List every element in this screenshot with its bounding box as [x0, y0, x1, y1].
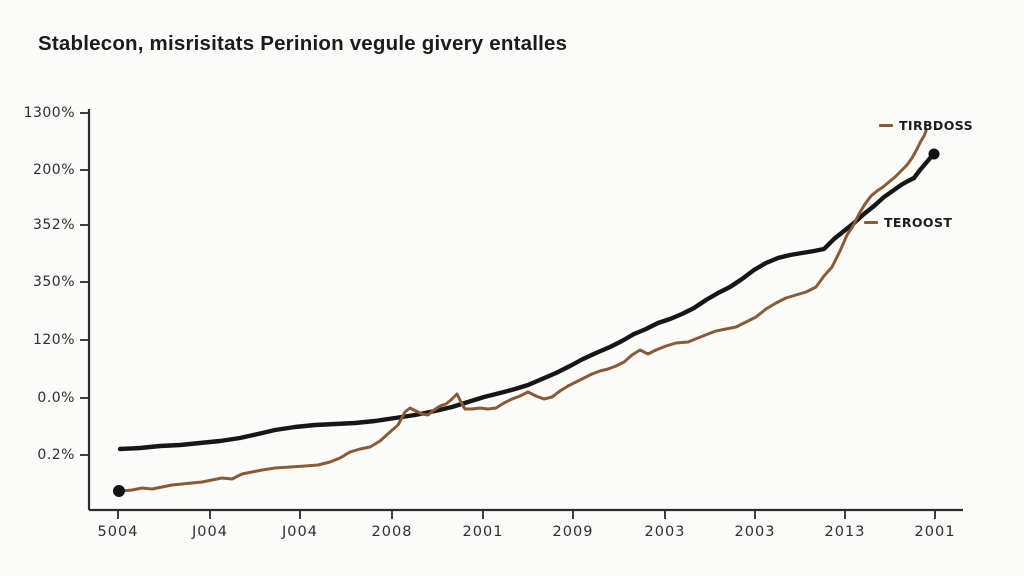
chart-title: Stablecon, misrisitats Perinion vegule g… [38, 32, 568, 55]
x-tick-label: 2001 [915, 524, 956, 540]
x-tick-label: 5004 [98, 524, 139, 540]
y-tick-label: 352% [33, 217, 75, 233]
legend-dash-icon [879, 124, 893, 127]
y-tick-label: 1300% [24, 105, 75, 121]
endpoint-dot [113, 485, 125, 497]
legend-dash-icon [864, 221, 878, 224]
y-tick-label: 350% [33, 274, 75, 290]
x-tick-label: J004 [191, 524, 228, 540]
series-line-teroost [117, 151, 937, 452]
legend-item-tirbdoss: TIRBDOSS [879, 118, 973, 133]
legend-label: TEROOST [884, 215, 953, 230]
x-tick-label: 2003 [735, 524, 776, 540]
y-tick-label: 200% [33, 162, 75, 178]
x-tick-label: J004 [281, 524, 318, 540]
x-tick-label: 2001 [463, 524, 504, 540]
y-tick-label: 0.0% [37, 390, 75, 406]
x-tick-label: 2008 [372, 524, 413, 540]
x-tick-label: 2003 [645, 524, 686, 540]
legend-label: TIRBDOSS [899, 118, 973, 133]
endpoint-dot [928, 148, 940, 160]
series-line-tirbdoss [120, 129, 928, 493]
legend-item-teroost: TEROOST [864, 215, 952, 230]
y-tick-label: 120% [33, 332, 75, 348]
x-tick-label: 2009 [553, 524, 594, 540]
y-tick-label: 0.2% [37, 447, 75, 463]
x-tick-label: 2013 [825, 524, 866, 540]
